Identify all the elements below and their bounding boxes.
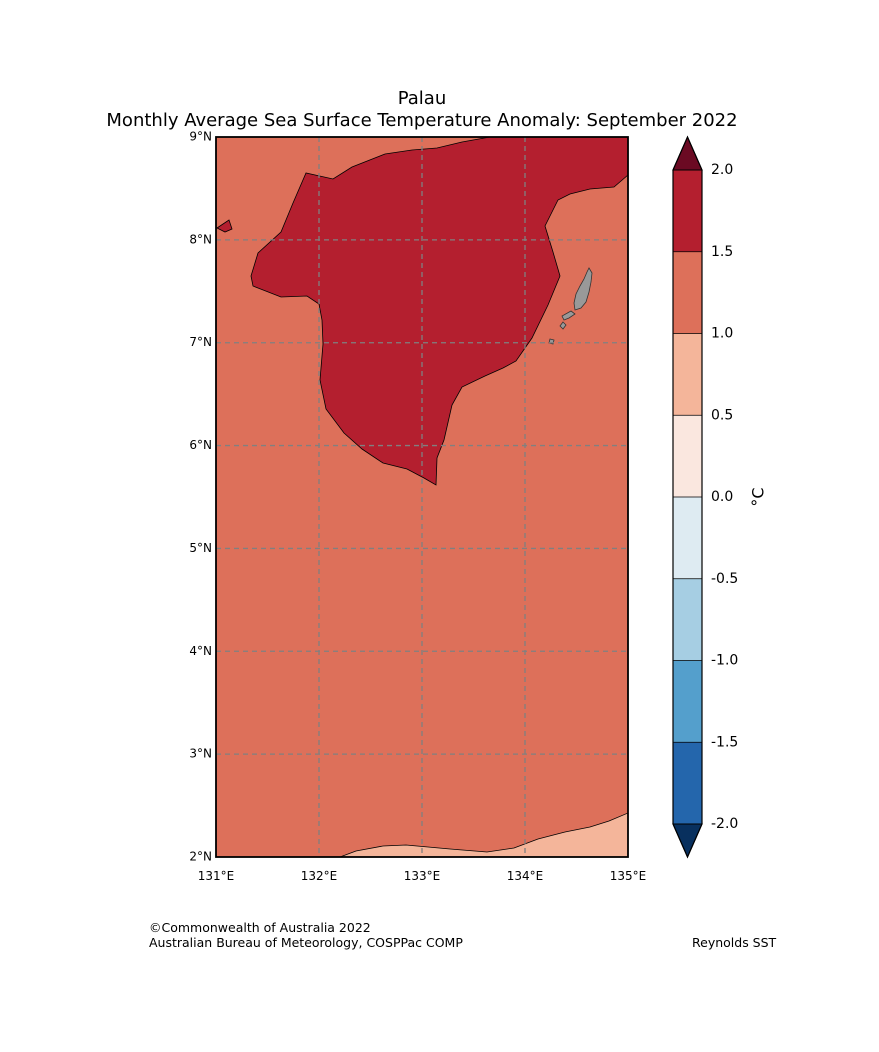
anomaly-region-0-5-to-1-0 [339,812,628,857]
map-title: Palau [397,88,447,109]
colorbar-tick-label: -2.0 [711,816,738,832]
colorbar-over-arrow [672,135,703,171]
dataset-label: Reynolds SST [692,935,777,950]
colorbar-unit-label: °C [749,487,768,506]
latitude-tick-label: 5°N [189,541,212,555]
colorbar-segment [673,251,702,334]
credit-block: ©Commonwealth of Australia 2022 Australi… [149,920,463,950]
longitude-tick-label: 133°E [404,869,441,883]
latitude-tick-label: 9°N [189,130,212,144]
latitude-tick-label: 4°N [189,644,212,658]
palau-main-island [573,267,593,311]
colorbar-segment [673,578,702,661]
colorbar-segment [673,333,702,416]
colorbar-tick-label: 1.5 [711,244,733,260]
longitude-tick-label: 132°E [301,869,338,883]
colorbar-under-arrow [672,823,703,859]
longitude-tick-label: 135°E [610,869,647,883]
latitude-tick-label: 8°N [189,232,212,246]
colorbar-tick-label: 1.0 [711,326,733,342]
anomaly-islet-1-5-to-2-0 [216,219,233,233]
longitude-tick-label: 134°E [507,869,544,883]
graticule [216,137,628,857]
colorbar-segment [673,742,702,825]
latitude-tick-label: 2°N [189,850,212,864]
colorbar-segment [673,497,702,580]
colorbar-tick-label: -1.5 [711,734,738,750]
latitude-tick-label: 3°N [189,747,212,761]
agency-text: Australian Bureau of Meteorology, COSPPa… [149,935,463,950]
colorbar-segment [673,170,702,253]
longitude-labels: 131°E 132°E 133°E 134°E 135°E [198,869,647,883]
latitude-tick-label: 6°N [189,438,212,452]
colorbar-segment [673,415,702,498]
colorbar-tick-label: 2.0 [711,162,733,178]
longitude-tick-label: 131°E [198,869,235,883]
colorbar-tick-label: 0.5 [711,407,733,423]
colorbar-tick-label: 0.0 [711,489,733,505]
palau-rock-islands [561,310,576,321]
colorbar: 2.0 1.5 1.0 0.5 0.0 -0.5 -1.0 -1.5 -2.0 [672,135,738,859]
latitude-labels: 9°N 8°N 7°N 6°N 5°N 4°N 3°N 2°N [189,130,212,864]
colorbar-tick-label: -0.5 [711,571,738,587]
map-frame [215,136,629,858]
map-subtitle: Monthly Average Sea Surface Temperature … [106,110,738,131]
anomaly-region-1-5-to-2-0 [250,137,628,486]
latitude-tick-label: 7°N [189,335,212,349]
colorbar-outline [672,135,703,859]
colorbar-segment [673,660,702,743]
colorbar-tick-label: -1.0 [711,653,738,669]
palau-peleliu [559,321,567,330]
sst-anomaly-map [216,137,628,857]
copyright-text: ©Commonwealth of Australia 2022 [149,920,371,935]
